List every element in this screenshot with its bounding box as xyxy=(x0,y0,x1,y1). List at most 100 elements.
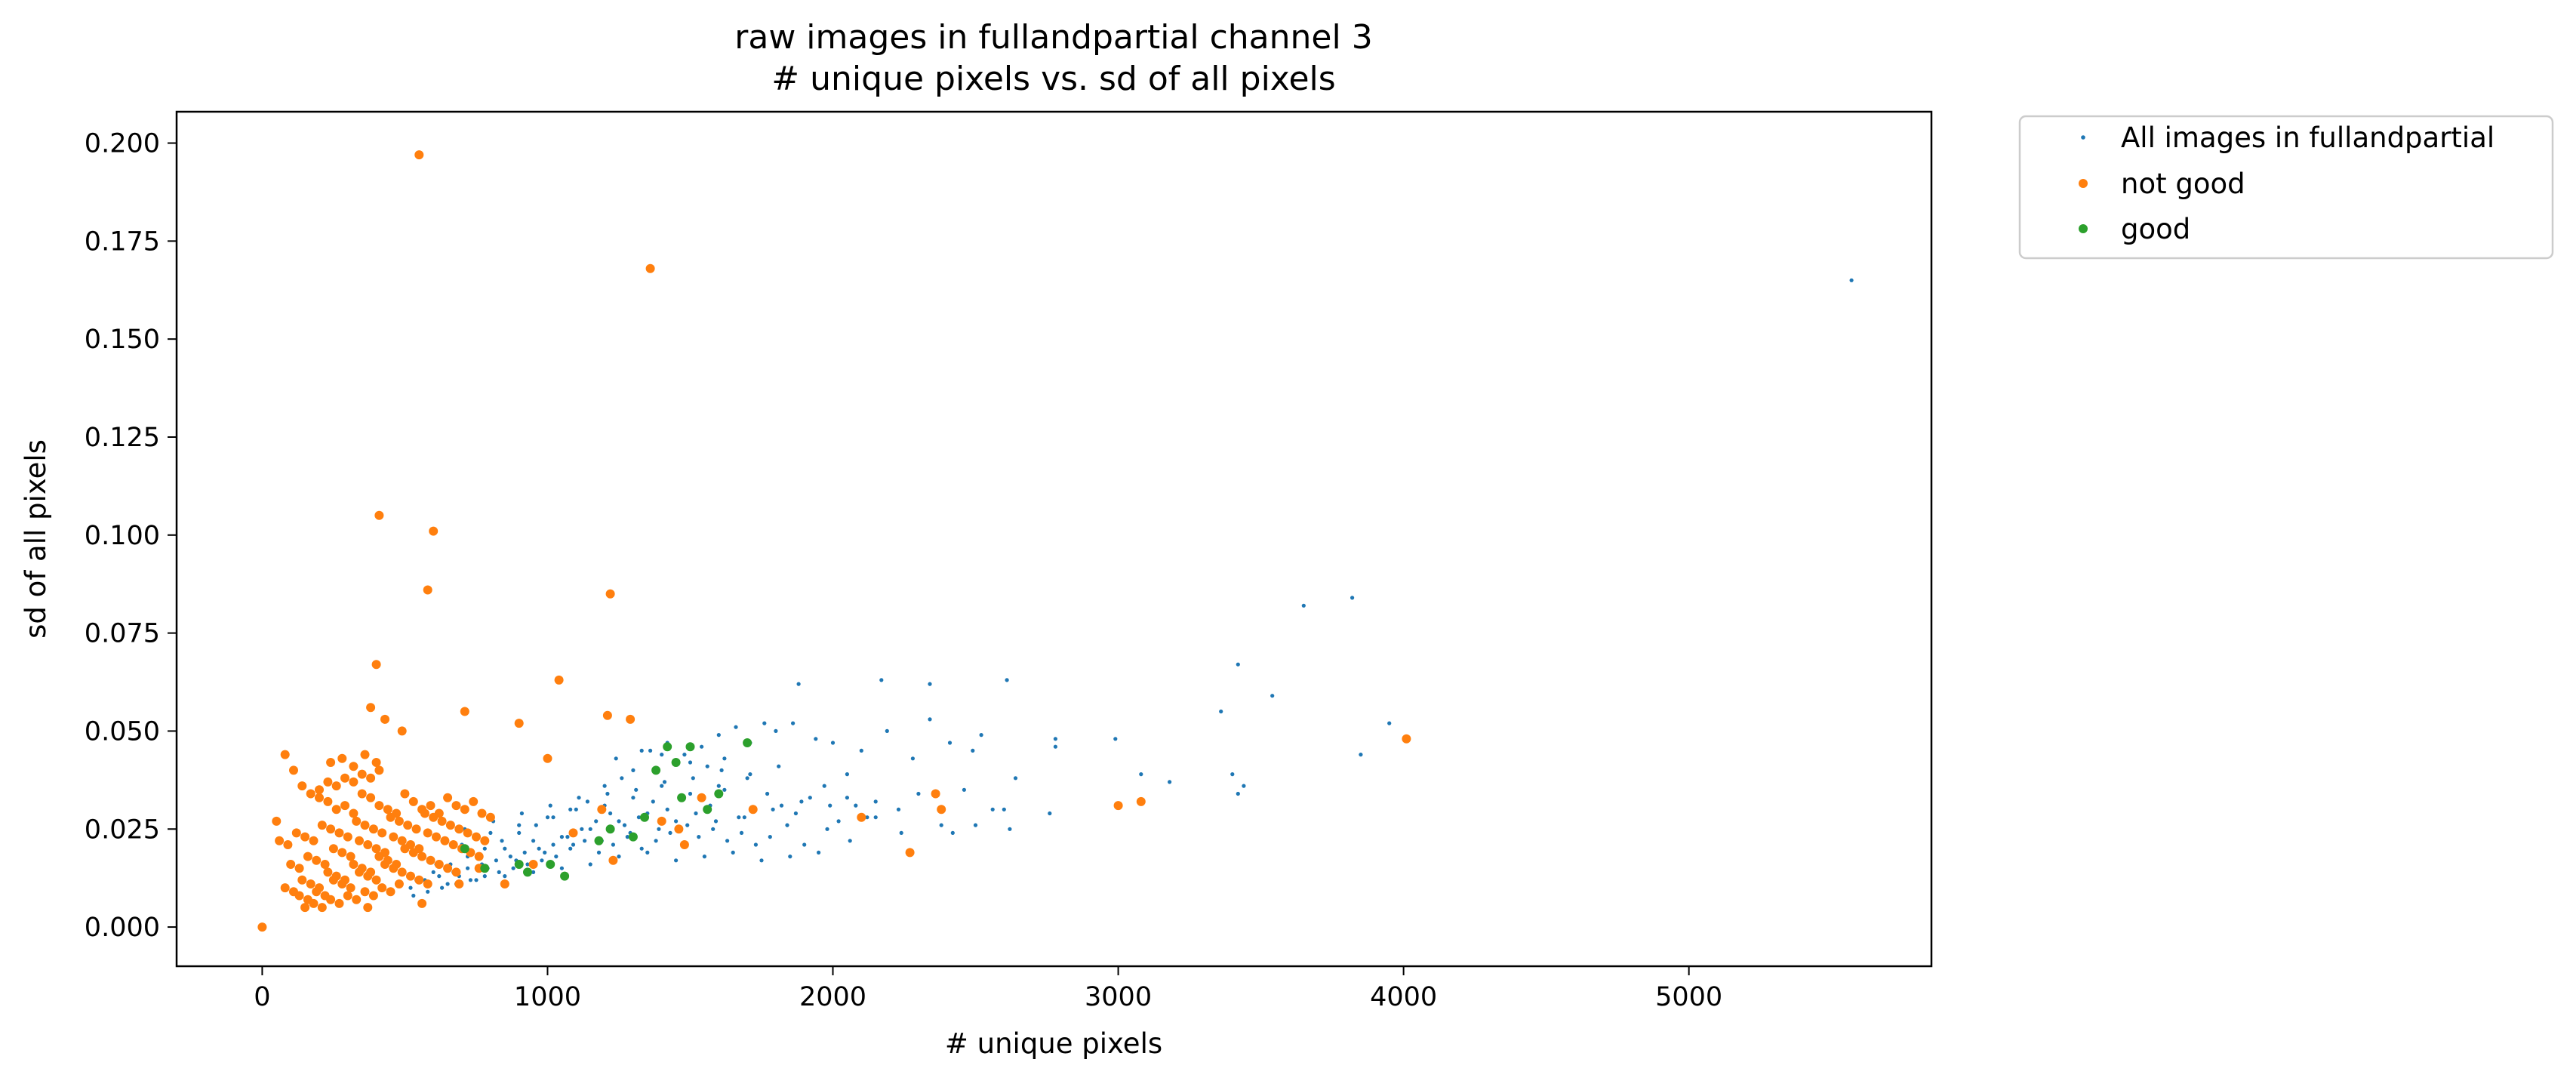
point-all-images xyxy=(822,784,826,788)
point-not-good xyxy=(429,526,439,536)
point-all-images xyxy=(859,748,863,753)
point-not-good xyxy=(377,828,387,838)
point-not-good xyxy=(485,812,495,822)
point-all-images xyxy=(990,807,995,811)
point-all-images xyxy=(691,776,695,781)
point-not-good xyxy=(568,828,578,838)
point-not-good xyxy=(360,750,370,759)
point-all-images xyxy=(617,855,621,859)
point-all-images xyxy=(517,830,522,835)
y-tick-label: 0.175 xyxy=(85,226,160,257)
y-axis-label: sd of all pixels xyxy=(20,439,52,639)
point-all-images xyxy=(939,823,943,827)
point-not-good xyxy=(454,879,464,888)
point-not-good xyxy=(272,816,282,826)
point-not-good xyxy=(257,922,267,932)
point-not-good xyxy=(480,836,490,845)
point-all-images xyxy=(431,870,435,874)
point-all-images xyxy=(716,784,721,788)
x-tick-label: 0 xyxy=(254,982,270,1012)
y-tick-label: 0.150 xyxy=(85,325,160,355)
point-not-good xyxy=(328,844,338,854)
point-all-images xyxy=(765,791,770,796)
point-all-images xyxy=(1359,753,1363,757)
point-not-good xyxy=(469,796,479,806)
point-all-images xyxy=(648,748,653,753)
point-not-good xyxy=(417,851,427,861)
point-not-good xyxy=(312,855,322,865)
point-not-good xyxy=(417,898,427,908)
point-not-good xyxy=(371,758,381,767)
point-not-good xyxy=(300,832,310,842)
point-not-good xyxy=(394,816,404,826)
point-all-images xyxy=(1236,791,1240,796)
point-not-good xyxy=(414,150,424,160)
point-all-images xyxy=(519,811,525,816)
point-not-good xyxy=(460,805,469,815)
point-not-good xyxy=(423,828,432,838)
point-all-images xyxy=(522,850,527,855)
point-all-images xyxy=(1236,662,1240,667)
point-all-images xyxy=(697,835,701,839)
point-not-good xyxy=(360,887,370,897)
point-all-images xyxy=(865,815,869,820)
point-good xyxy=(714,789,724,799)
point-not-good xyxy=(597,805,607,815)
point-not-good xyxy=(383,805,392,815)
point-all-images xyxy=(785,823,789,827)
point-not-good xyxy=(432,832,441,842)
point-not-good xyxy=(323,777,333,787)
point-all-images xyxy=(1113,737,1118,741)
point-all-images xyxy=(762,721,767,725)
point-all-images xyxy=(665,807,669,811)
point-not-good xyxy=(337,879,347,888)
point-all-images xyxy=(639,846,644,851)
point-all-images xyxy=(660,784,664,788)
point-all-images xyxy=(466,866,470,870)
y-tick-label: 0.025 xyxy=(85,815,160,845)
point-not-good xyxy=(394,879,404,888)
point-not-good xyxy=(275,836,285,845)
point-not-good xyxy=(352,816,362,826)
point-all-images xyxy=(559,835,565,839)
point-all-images xyxy=(577,796,581,800)
point-all-images xyxy=(543,850,547,855)
point-all-images xyxy=(437,874,442,879)
point-all-images xyxy=(700,744,704,749)
point-not-good xyxy=(300,903,310,913)
point-not-good xyxy=(368,824,378,834)
point-all-images xyxy=(651,799,655,804)
point-not-good xyxy=(380,714,389,724)
point-all-images xyxy=(836,819,841,824)
point-all-images xyxy=(1849,278,1854,282)
point-not-good xyxy=(326,824,336,834)
point-all-images xyxy=(688,760,693,765)
point-all-images xyxy=(639,748,644,753)
point-not-good xyxy=(349,860,359,869)
point-all-images xyxy=(817,850,821,855)
point-all-images xyxy=(830,741,836,745)
point-not-good xyxy=(474,851,484,861)
point-all-images xyxy=(611,842,616,847)
point-all-images xyxy=(768,835,772,839)
point-not-good xyxy=(472,832,481,842)
point-all-images xyxy=(568,807,573,811)
point-not-good xyxy=(626,714,636,724)
point-not-good xyxy=(309,836,319,845)
point-all-images xyxy=(594,819,599,824)
point-not-good xyxy=(1402,734,1411,744)
point-not-good xyxy=(426,855,435,865)
point-not-good xyxy=(403,821,413,830)
point-all-images xyxy=(657,827,661,831)
point-all-images xyxy=(947,741,953,745)
point-not-good xyxy=(371,660,381,670)
point-not-good xyxy=(363,903,373,913)
point-all-images xyxy=(702,855,707,859)
point-not-good xyxy=(315,785,324,795)
point-all-images xyxy=(596,850,602,855)
point-all-images xyxy=(426,889,430,894)
point-not-good xyxy=(366,793,376,802)
point-not-good xyxy=(312,887,322,897)
point-not-good xyxy=(366,773,376,783)
point-not-good xyxy=(408,796,418,806)
